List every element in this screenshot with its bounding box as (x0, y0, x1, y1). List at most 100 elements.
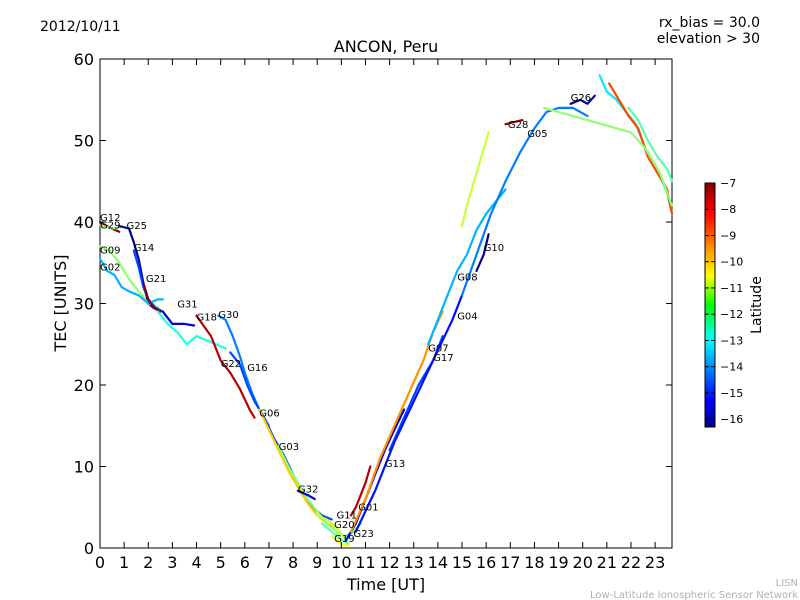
x-tick-label: 10 (331, 553, 351, 572)
y-tick-label: 40 (74, 213, 94, 232)
series-line-g28 (504, 119, 524, 126)
x-tick-label: 3 (167, 553, 177, 572)
x-axis: 0 1 2 3 4 5 6 7 8 9 10 11 12 13 14 15 16 17 18 19 20 21 22 23 (95, 59, 665, 572)
series-label-g28: G28 (508, 120, 528, 131)
series-label-g01: G01 (358, 502, 378, 513)
x-tick-label: 12 (379, 553, 399, 572)
series-label-g05: G05 (527, 129, 547, 140)
series-line-g08 (427, 188, 507, 346)
series-line-g_up1 (460, 131, 490, 228)
y-axis-label: TEC [UNITS] (51, 255, 70, 353)
series-line-g10 (475, 233, 490, 272)
series-line-g05 (460, 106, 589, 297)
x-tick-label: 19 (548, 553, 568, 572)
series-label-g09: G09 (100, 246, 120, 257)
colorbar-ticks: −7 −8 −9 −10 −11 −12 −13 −14 −15 −16 (705, 177, 743, 426)
series-line-g01 (349, 465, 372, 517)
series-label-g18: G18 (197, 312, 217, 323)
series-line-g32 (296, 489, 316, 501)
series-label-g03: G03 (279, 442, 299, 453)
series-label-g06: G06 (259, 409, 279, 420)
series-line-g04 (354, 294, 464, 533)
series-line-g_east4 (543, 106, 674, 207)
series-label-g16: G16 (247, 363, 267, 374)
x-tick-label: 1 (119, 553, 129, 572)
x-tick-label: 13 (404, 553, 424, 572)
colorbar-tick-label: −14 (720, 361, 743, 374)
series-line-g29 (98, 224, 123, 230)
footer-network: Low-Latitude Ionospheric Sensor Network (590, 590, 798, 600)
series-label-g20: G20 (334, 520, 354, 531)
series-label-g08: G08 (457, 272, 477, 283)
series-label-g19: G19 (334, 534, 354, 545)
series-line-g_east3 (627, 106, 674, 183)
x-tick-label: 20 (573, 553, 593, 572)
x-tick-label: 7 (264, 553, 274, 572)
x-tick-label: 21 (597, 553, 617, 572)
x-tick-label: 16 (476, 553, 496, 572)
x-tick-label: 23 (645, 553, 665, 572)
series-label-g30: G30 (218, 310, 238, 321)
colorbar-tick-label: −16 (720, 413, 743, 426)
colorbar-tick-label: −13 (720, 334, 743, 347)
y-axis: 0 10 20 30 40 50 60 (74, 50, 672, 558)
series-line-g11 (316, 514, 348, 541)
series-label-g07: G07 (428, 343, 448, 354)
colorbar-tick-label: −7 (720, 177, 736, 190)
colorbar-tick-label: −8 (720, 203, 736, 216)
series-label-g23: G23 (353, 529, 373, 540)
colorbar-tick-label: −9 (720, 229, 736, 242)
x-tick-label: 2 (143, 553, 153, 572)
x-tick-label: 8 (288, 553, 298, 572)
series-label-g22: G22 (221, 359, 241, 370)
series-label-g14: G14 (134, 243, 154, 254)
x-tick-label: 6 (240, 553, 250, 572)
series-label-g29: G29 (100, 220, 120, 231)
series-line-g26 (569, 94, 596, 105)
y-tick-label: 10 (74, 458, 94, 477)
series-label-g04: G04 (457, 312, 477, 323)
colorbar-tick-label: −11 (720, 282, 743, 295)
x-tick-label: 18 (524, 553, 544, 572)
y-tick-label: 0 (84, 539, 94, 558)
series-layer (98, 74, 674, 547)
series-label-g31: G31 (177, 299, 197, 310)
colorbar (704, 182, 716, 428)
series-line-g02 (98, 257, 164, 305)
x-tick-label: 17 (500, 553, 520, 572)
y-tick-label: 60 (74, 50, 94, 69)
chart-title: ANCON, Peru (334, 37, 438, 56)
colorbar-tick-label: −10 (720, 256, 743, 269)
x-tick-label: 4 (191, 553, 201, 572)
series-label-g25: G25 (127, 221, 147, 232)
x-tick-label: 5 (216, 553, 226, 572)
series-label-g26: G26 (571, 93, 591, 104)
x-tick-label: 15 (452, 553, 472, 572)
series-label-g11: G11 (337, 510, 357, 521)
colorbar-tick-label: −15 (720, 387, 743, 400)
plot-area (99, 58, 673, 549)
series-line-g21 (142, 282, 162, 313)
rx-bias-label: rx_bias = 30.0 (659, 15, 760, 31)
series-label-g32: G32 (298, 484, 318, 495)
series-line-g22 (195, 314, 256, 419)
series-label-g21: G21 (146, 274, 166, 285)
y-tick-label: 50 (74, 132, 94, 151)
x-tick-label: 0 (95, 553, 105, 572)
series-line-g31 (161, 310, 196, 327)
series-line-g20 (320, 522, 350, 545)
x-tick-label: 9 (312, 553, 322, 572)
series-label-g02: G02 (100, 263, 120, 274)
colorbar-label: Latitude (749, 276, 765, 334)
series-label-g10: G10 (484, 243, 504, 254)
footer-lisn: LISN (776, 578, 798, 589)
elevation-label: elevation > 30 (657, 31, 760, 47)
y-tick-label: 20 (74, 376, 94, 395)
y-tick-label: 30 (74, 295, 94, 314)
x-axis-label: Time [UT] (346, 575, 425, 594)
x-tick-label: 22 (621, 553, 641, 572)
series-label-g12: G12 (100, 213, 120, 224)
colorbar-tick-label: −12 (720, 308, 743, 321)
date-label: 2012/10/11 (40, 19, 121, 35)
